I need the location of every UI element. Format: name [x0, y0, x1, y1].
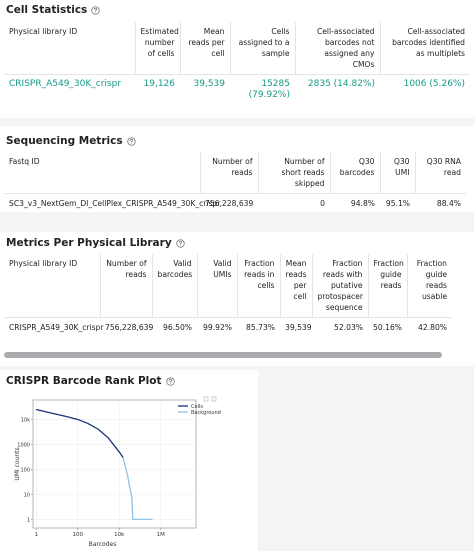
cell: 42.80%: [418, 323, 447, 332]
cell: 99.92%: [203, 323, 232, 332]
cell: SC3_v3_NextGem_DI_CellPlex_CRISPR_A549_3…: [9, 199, 221, 208]
cell: 756,228,639: [205, 199, 254, 208]
title: CRISPR Barcode Rank Plot: [6, 375, 162, 387]
column-header: Physical library ID: [9, 259, 78, 268]
data-row: SC3_v3_NextGem_DI_CellPlex_CRISPR_A549_3…: [4, 194, 466, 213]
sequencing-metrics-table: Fastq ID Number of reads Number of short r…: [4, 152, 466, 212]
help-icon[interactable]: [165, 376, 175, 386]
cell: 15285 (79.92%): [248, 79, 290, 100]
column-header: Q30 RNA read: [414, 152, 466, 194]
column-header: Number of short reads skipped: [257, 152, 330, 194]
column-header: Number of reads: [99, 254, 152, 318]
cell: CRISPR_A549_30K_crispr: [9, 323, 104, 332]
toolbar[interactable]: [203, 396, 217, 402]
cell: 39,539: [193, 79, 226, 89]
title: Metrics Per Physical Library: [6, 237, 172, 249]
panel-title: Metrics Per Physical Library: [6, 237, 185, 249]
x-tick-label: 10k: [114, 532, 125, 538]
plot-area: [32, 399, 197, 529]
cell-statistics-panel: Cell Statistics Physical library ID Estim…: [0, 0, 474, 118]
header-row: Physical library ID Estimated number of c…: [4, 22, 470, 75]
cell: 94.8%: [350, 199, 375, 208]
column-header: Valid barcodes: [151, 254, 197, 318]
y-tick-label: 100: [20, 467, 30, 473]
column-header: Fraction reads in cells: [236, 254, 280, 318]
column-header: Fastq ID: [9, 157, 40, 166]
rank-plot: 1 100 10k 1M 1 10 100 1000 10k Barcodes UMI counts…: [14, 396, 221, 548]
cell: 2835 (14.82%): [307, 79, 375, 89]
series-line: [122, 457, 153, 520]
y-tick-label: 1000: [17, 442, 30, 448]
x-tick-label: 1: [34, 532, 38, 538]
cell: 756,228,639: [105, 323, 154, 332]
rank-plot-panel: CRISPR Barcode Rank Plot 1 100 10k 1M 1 10 100…: [0, 370, 258, 551]
column-header: Fraction reads with putative protospacer…: [311, 254, 368, 318]
help-icon[interactable]: [126, 136, 136, 146]
cell: 85.73%: [246, 323, 275, 332]
column-header: Cell-associated barcodes not assigned an…: [294, 22, 380, 75]
cell: 19,126: [143, 79, 176, 89]
legend-label: Background: [191, 410, 221, 416]
column-header: Mean reads per cell: [279, 254, 312, 318]
column-header: Fraction guide reads: [367, 254, 407, 318]
column-header: Number of reads: [199, 152, 258, 194]
cell: CRISPR_A549_30K_crispr: [9, 79, 122, 89]
column-header: Mean reads per cell: [179, 22, 230, 75]
cell: 95.1%: [385, 199, 410, 208]
column-header: Valid UMIs: [196, 254, 237, 318]
column-header: Q30 barcodes: [329, 152, 380, 194]
title: Cell Statistics: [6, 4, 88, 16]
panel-title: Sequencing Metrics: [6, 135, 136, 147]
y-tick-label: 10k: [21, 417, 30, 423]
column-header: Physical library ID: [9, 27, 78, 36]
cell: 0: [320, 199, 325, 208]
cell: 88.4%: [436, 199, 461, 208]
panel-title: Cell Statistics: [6, 4, 100, 16]
data-row: CRISPR_A549_30K_crispr 756,228,639 96.50% 9…: [4, 318, 452, 352]
column-header: Q30 UMI: [379, 152, 415, 194]
scrollbar[interactable]: [4, 352, 442, 358]
title: Sequencing Metrics: [6, 135, 123, 147]
cell: 50.16%: [373, 323, 402, 332]
column-header: Fraction guide reads usable: [406, 254, 452, 318]
physical-library-table: Physical library ID Number of reads Valid …: [4, 254, 452, 352]
cell: 96.50%: [163, 323, 192, 332]
cell-statistics-table: Physical library ID Estimated number of c…: [4, 22, 470, 109]
help-icon[interactable]: [91, 5, 100, 15]
column-header: Cell-associated barcodes identified as m…: [379, 22, 470, 75]
panel-title: CRISPR Barcode Rank Plot: [6, 375, 175, 387]
x-tick-label: 1M: [157, 532, 165, 538]
x-tick-label: 100: [72, 532, 83, 538]
header-row: Fastq ID Number of reads Number of short r…: [4, 152, 466, 194]
y-tick-label: 1: [27, 517, 30, 523]
cell: 1006 (5.26%): [403, 79, 465, 89]
help-icon[interactable]: [175, 238, 185, 248]
y-axis-label: UMI counts: [14, 447, 21, 480]
cell: 39,539: [285, 323, 312, 332]
data-row: CRISPR_A549_30K_crispr 19,126 39,539 15285 …: [4, 75, 470, 109]
series-line: [36, 408, 124, 458]
column-header: Estimated number of cells: [134, 22, 180, 75]
x-axis-label: Barcodes: [89, 541, 117, 548]
sequencing-metrics-panel: Sequencing Metrics Fastq ID Number of rea…: [0, 126, 474, 212]
column-header: Cells assigned to a sample: [229, 22, 295, 75]
legend-label: Cells: [191, 404, 203, 410]
cell: 52.03%: [334, 323, 363, 332]
header-row: Physical library ID Number of reads Valid …: [4, 254, 452, 318]
y-tick-label: 10: [24, 492, 30, 498]
physical-library-panel: Metrics Per Physical Library Physical li…: [0, 232, 474, 366]
